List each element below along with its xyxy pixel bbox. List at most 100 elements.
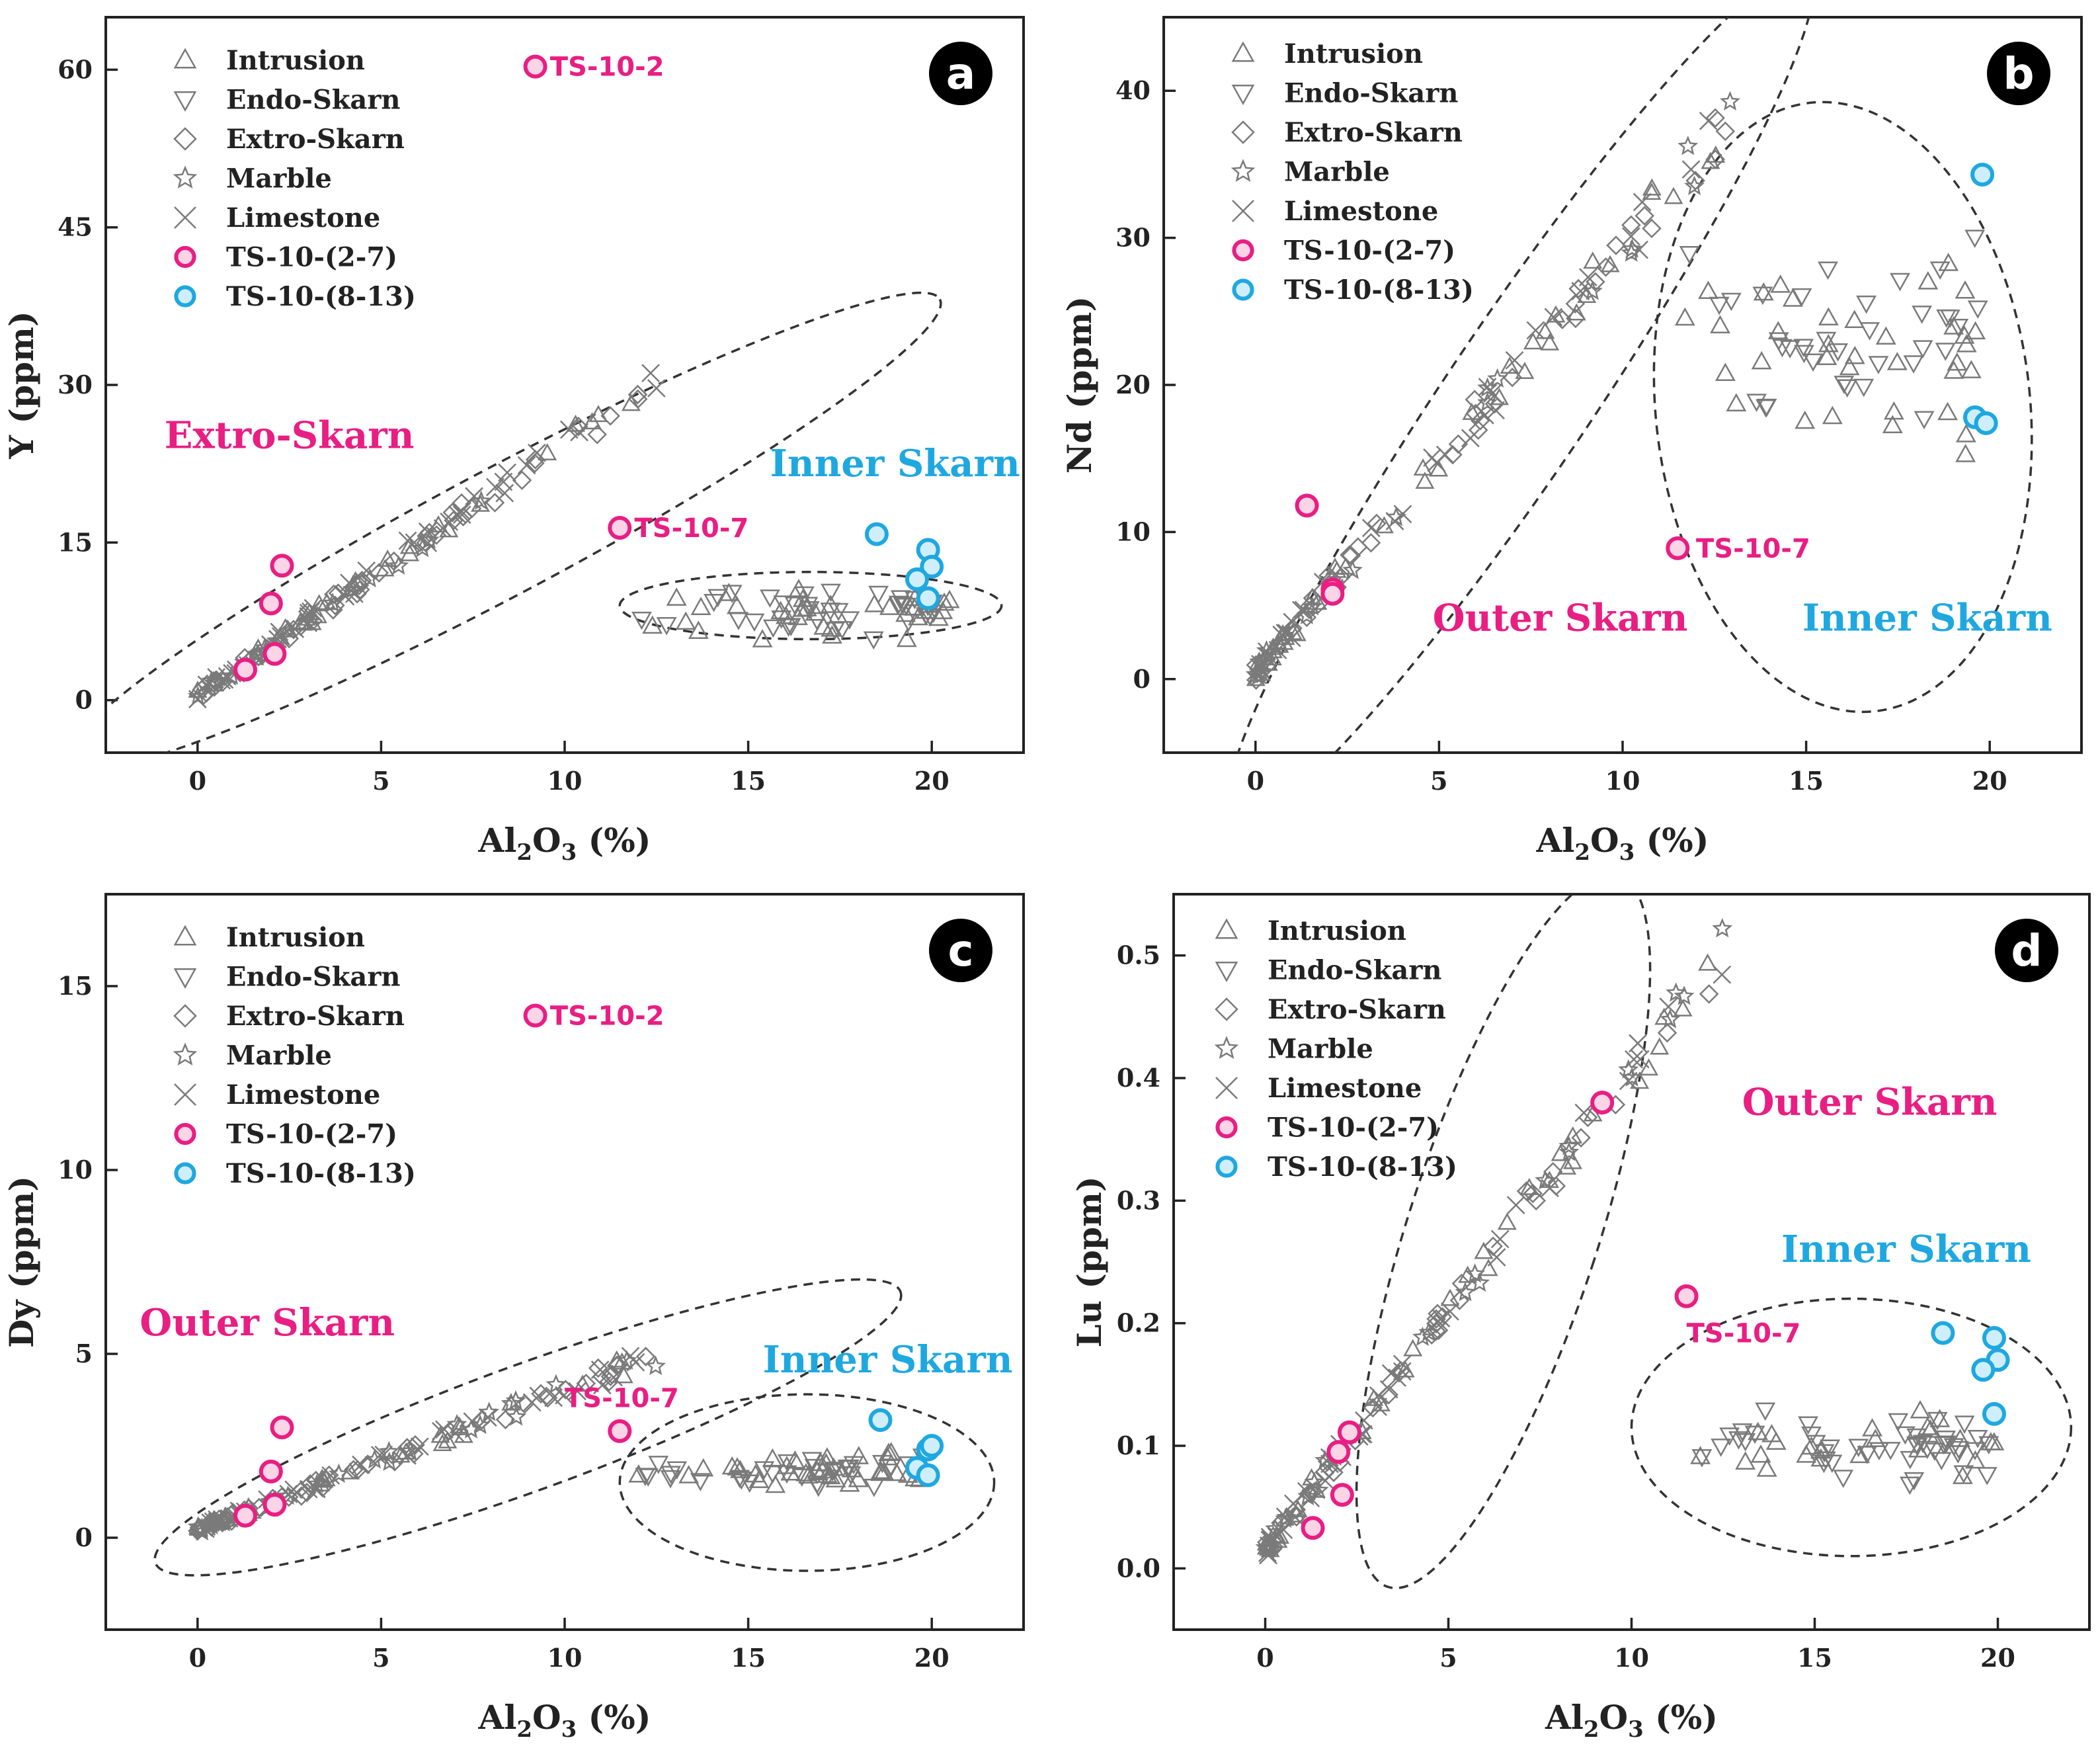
data-point (479, 1401, 500, 1421)
data-point (1369, 1386, 1388, 1405)
data-point (588, 405, 608, 423)
data-point (400, 544, 420, 562)
data-point (1710, 315, 1730, 333)
blue-circle-icon (174, 285, 196, 308)
data-point (688, 620, 709, 639)
data-point (1853, 378, 1875, 397)
star-icon (1231, 159, 1256, 183)
data-point (934, 592, 955, 611)
data-point (1698, 280, 1718, 300)
data-point (506, 1406, 527, 1426)
ts-10-8-13-point (916, 586, 940, 610)
data-point (1379, 1380, 1398, 1399)
data-point (1361, 532, 1381, 553)
data-point (1679, 245, 1700, 265)
data-point (728, 612, 749, 630)
data-point (1468, 420, 1488, 440)
data-point (1324, 1462, 1344, 1482)
data-point (821, 583, 841, 603)
data-point (1565, 294, 1586, 314)
y-tick-label: 0.5 (1117, 940, 1160, 970)
data-point (1903, 355, 1924, 374)
data-point (538, 1388, 558, 1408)
data-point (1274, 1521, 1293, 1540)
pink-circle-icon (1232, 239, 1254, 262)
data-point (405, 1435, 425, 1455)
data-point (805, 602, 826, 621)
data-point (1918, 271, 1939, 290)
data-point (893, 596, 913, 615)
data-point (631, 611, 652, 630)
data-point (197, 675, 216, 694)
data-point (1571, 1128, 1591, 1148)
region-label: Inner Skarn (1802, 596, 2052, 640)
point-label: TS-10-2 (550, 52, 665, 83)
data-point (1967, 1429, 1988, 1448)
point-label: TS-10-7 (1687, 1318, 1801, 1349)
cross-icon (1215, 1077, 1238, 1099)
data-point (1691, 1449, 1713, 1468)
data-point (1465, 1263, 1486, 1283)
data-point (1802, 353, 1824, 372)
data-point (1642, 183, 1662, 200)
data-point (1415, 472, 1435, 489)
data-point (1318, 1458, 1339, 1478)
ts-10-8-13-point (1931, 1321, 1955, 1345)
data-point (1735, 1451, 1756, 1470)
x-tick-label: 5 (1430, 766, 1447, 796)
data-point (359, 567, 380, 588)
data-point (812, 1460, 833, 1479)
data-point (1487, 368, 1508, 388)
legend-label: Limestone (226, 1079, 380, 1110)
data-point (1314, 1462, 1334, 1482)
data-point (660, 1470, 681, 1489)
panel-c: 0 5 10 15 20 0 5 10 15 Al2O3 (%) Dy (ppm) TS-10-2 TS… (2, 893, 1025, 1743)
data-point (1931, 1452, 1952, 1471)
data-point (1621, 227, 1640, 246)
data-point (1719, 1427, 1740, 1446)
data-point (675, 611, 696, 630)
data-point (1748, 1421, 1769, 1441)
data-point (1917, 1441, 1938, 1460)
data-point (797, 597, 819, 616)
data-point (1413, 458, 1433, 476)
y-tick-label: 0 (1133, 664, 1151, 694)
data-point (1659, 997, 1678, 1017)
data-point (1642, 218, 1662, 239)
triangle-down-icon (173, 91, 197, 112)
data-point (369, 563, 389, 583)
y-axis-title: Lu (ppm) (1070, 1176, 1109, 1347)
data-point (1506, 1196, 1525, 1214)
data-point (1477, 377, 1498, 397)
ts-10-2-7-point (608, 1419, 632, 1443)
data-point (1751, 351, 1772, 370)
dashed-ellipse (1652, 101, 2033, 714)
panel-badge (1995, 919, 2058, 982)
data-point (1793, 339, 1814, 357)
ts-10-2-7-point (1320, 581, 1345, 606)
data-point (1664, 187, 1683, 204)
data-point (1952, 1466, 1973, 1484)
data-point (336, 587, 355, 606)
data-point (1428, 1320, 1449, 1341)
data-point (908, 606, 929, 626)
dashed-ellipse (1355, 894, 1652, 1589)
x-axis-title: Al2O3 (%) (1536, 821, 1709, 866)
data-point (313, 1478, 333, 1498)
triangle-down-icon (1215, 962, 1238, 983)
data-point (1935, 1430, 1956, 1449)
data-point (1929, 261, 1951, 280)
region-label: Outer Skarn (1433, 596, 1688, 640)
data-point (1900, 1450, 1921, 1470)
plot-area (153, 1003, 996, 1577)
data-point (820, 595, 841, 613)
data-point (820, 1466, 841, 1485)
panel-badge (929, 919, 992, 982)
data-point (1862, 1418, 1882, 1437)
panel-badge-label: d (2011, 925, 2042, 976)
x-tick-label: 20 (914, 1643, 949, 1673)
data-point (1505, 351, 1524, 370)
data-point (801, 1452, 823, 1471)
data-point (1726, 393, 1747, 411)
region-label: Extro-Skarn (165, 413, 415, 457)
